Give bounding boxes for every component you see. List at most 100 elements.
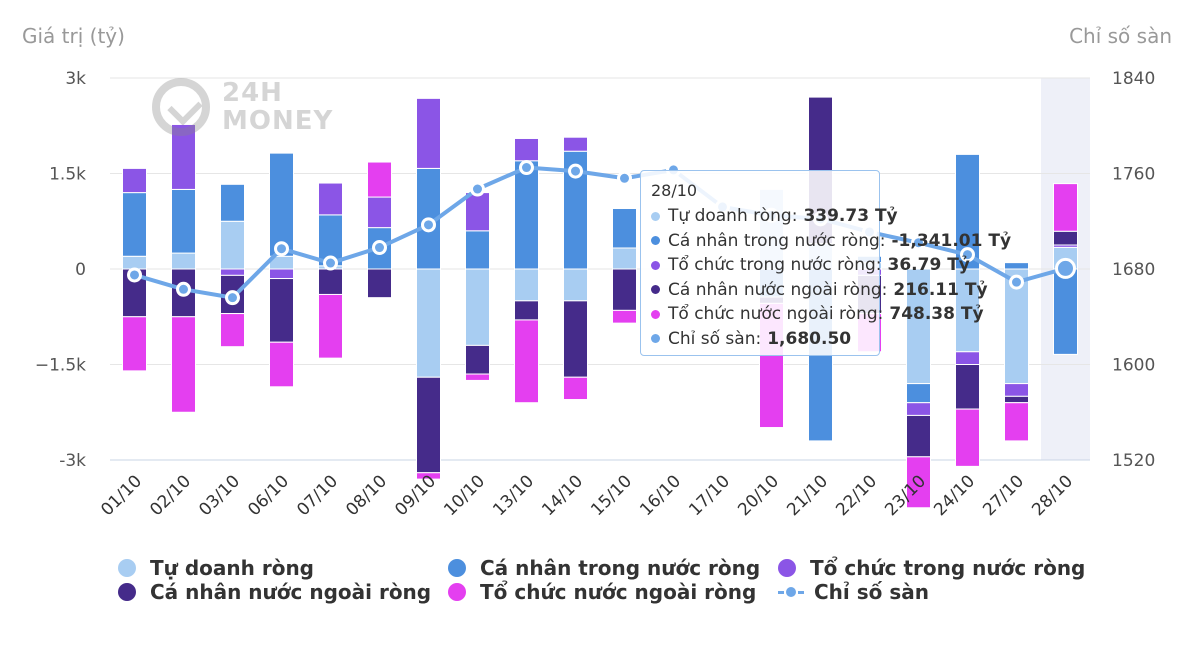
tooltip-value: 748.38 Tỷ — [889, 304, 984, 324]
bar-segment — [1053, 268, 1078, 355]
y-axis-title: Giá trị (tỷ) — [22, 24, 125, 48]
y2-tick-label: 1680 — [1112, 260, 1155, 280]
bar-segment — [1053, 183, 1078, 232]
bar-segment — [220, 313, 245, 348]
tooltip-value: 339.73 Tỷ — [803, 206, 898, 226]
bar-segment — [1004, 395, 1029, 404]
bar-segment — [514, 160, 539, 270]
legend-swatch-icon — [448, 583, 466, 601]
watermark-line2: MONEY — [222, 106, 334, 136]
bar-segment — [269, 152, 294, 257]
bar-segment — [906, 456, 931, 509]
tooltip-label: Tổ chức trong nước ròng: — [668, 255, 882, 275]
tooltip-value: 216.11 Tỷ — [893, 279, 988, 300]
bar-segment — [122, 192, 147, 257]
index-point — [323, 255, 338, 271]
bar-segment — [1053, 230, 1078, 246]
x-tick-label: 28/10 — [1028, 471, 1077, 520]
x-tick-label: 15/10 — [587, 471, 636, 520]
bar-segment — [416, 268, 441, 378]
bar-segment — [612, 309, 637, 324]
bar-segment — [171, 316, 196, 413]
index-point — [372, 240, 387, 256]
bar-segment — [122, 167, 147, 194]
tooltip-dot-icon — [651, 309, 660, 319]
watermark-text: 24H MONEY — [222, 79, 333, 135]
bar-segment — [514, 300, 539, 321]
y2-axis-title: Chỉ số sàn — [1069, 24, 1172, 48]
tooltip: 28/10 Tự doanh ròng: 339.73 Tỷ Cá nhân tro… — [640, 170, 1011, 356]
legend-item[interactable]: Tổ chức nước ngoài ròng — [448, 580, 756, 604]
bar-segment — [906, 414, 931, 458]
x-tick-label: 10/10 — [440, 471, 489, 520]
legend-item[interactable]: Tổ chức trong nước ròng — [778, 556, 1085, 580]
tooltip-value: 36.79 Tỷ — [887, 255, 970, 275]
x-tick-label: 16/10 — [636, 471, 685, 520]
bar-segment — [955, 408, 980, 467]
bar-segment — [220, 183, 245, 222]
index-point — [470, 181, 485, 197]
index-point — [617, 170, 632, 186]
tooltip-dot-icon — [651, 285, 660, 295]
bar-segment — [1004, 402, 1029, 442]
bar-segment — [906, 402, 931, 416]
bar-segment — [367, 268, 392, 299]
tooltip-value: 1,680.50 — [767, 328, 852, 349]
y-tick-label: 1.5k — [49, 165, 86, 185]
index-point — [568, 163, 583, 179]
bar-segment — [269, 341, 294, 388]
bar-segment — [906, 383, 931, 404]
y-tick-label: 0 — [75, 260, 86, 280]
x-tick-label: 24/10 — [930, 471, 979, 520]
bar-segment — [318, 214, 343, 267]
legend-label: Cá nhân nước ngoài ròng — [150, 580, 432, 604]
legend-label: Tổ chức nước ngoài ròng — [480, 580, 757, 604]
legend-line-marker-icon — [778, 583, 804, 601]
y2-tick-label: 1520 — [1112, 451, 1155, 471]
legend-item[interactable]: Cá nhân nước ngoài ròng — [118, 580, 431, 604]
x-tick-label: 20/10 — [734, 471, 783, 520]
bar-segment — [1004, 383, 1029, 397]
index-point — [519, 160, 534, 176]
legend-item[interactable]: Chỉ số sàn — [778, 580, 929, 604]
tooltip-label: Chỉ số sàn: — [668, 328, 762, 349]
y-tick-label: −1.5k — [35, 356, 86, 376]
bar-segment — [269, 278, 294, 343]
bar-segment — [563, 376, 588, 401]
bar-segment — [269, 268, 294, 280]
bar-segment — [563, 300, 588, 378]
tooltip-label: Tự doanh ròng: — [668, 206, 798, 226]
bar-segment — [465, 344, 490, 375]
bar-segment — [122, 255, 147, 270]
tooltip-dot-icon — [651, 334, 660, 344]
legend-item[interactable]: Cá nhân trong nước ròng — [448, 556, 760, 580]
bar-segment — [171, 252, 196, 270]
x-tick-label: 07/10 — [293, 471, 342, 520]
y-tick-label: 3k — [65, 69, 86, 89]
bar-segment — [318, 293, 343, 359]
x-tick-label: 27/10 — [979, 471, 1028, 520]
x-tick-label: 03/10 — [195, 471, 244, 520]
x-tick-label: 09/10 — [391, 471, 440, 520]
bar-segment — [612, 247, 637, 270]
tooltip-row: Tổ chức nước ngoài ròng: 748.38 Tỷ — [651, 302, 984, 327]
bar-segment — [1004, 262, 1029, 270]
bar-segment — [514, 268, 539, 302]
x-tick-label: 17/10 — [685, 471, 734, 520]
index-point — [960, 247, 975, 263]
bar-segment — [122, 316, 147, 372]
legend-item[interactable]: Tự doanh ròng — [118, 556, 314, 580]
index-point — [911, 235, 926, 251]
bar-segment — [318, 182, 343, 216]
legend-swatch-icon — [118, 559, 136, 577]
bar-segment — [318, 268, 343, 295]
bar-segment — [955, 268, 980, 353]
tooltip-label: Cá nhân trong nước ròng: — [668, 230, 886, 251]
tooltip-rows: Tự doanh ròng: 339.73 Tỷ Cá nhân trong nướ… — [651, 204, 1011, 351]
index-point — [274, 241, 289, 257]
tooltip-row: Cá nhân trong nước ròng: -1,341.01 Tỷ — [651, 229, 1011, 254]
tooltip-date: 28/10 — [651, 181, 698, 200]
y2-tick-label: 1600 — [1112, 356, 1155, 376]
bar-segment — [563, 268, 588, 302]
